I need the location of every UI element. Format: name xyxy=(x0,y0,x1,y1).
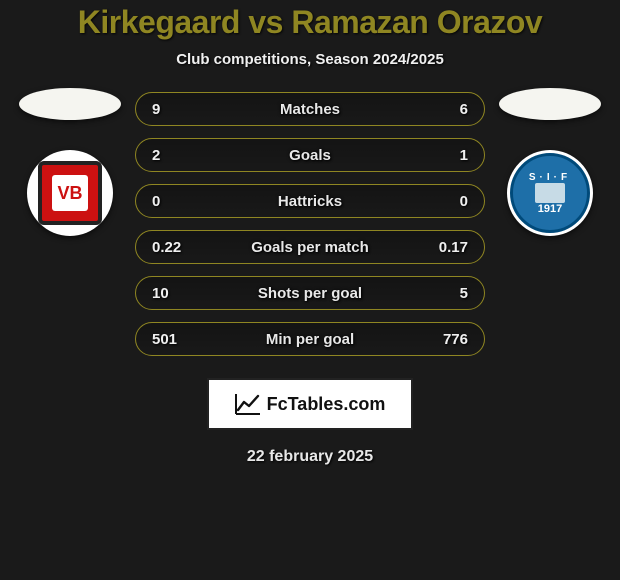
stat-right-value: 5 xyxy=(434,285,468,302)
stat-label: Hattricks xyxy=(136,193,484,210)
stat-row: 0.22Goals per match0.17 xyxy=(135,230,485,264)
stat-left-value: 10 xyxy=(152,285,186,302)
left-club-badge xyxy=(27,150,113,236)
stat-row: 0Hattricks0 xyxy=(135,184,485,218)
stat-label: Shots per goal xyxy=(136,285,484,302)
left-player-col xyxy=(15,88,125,236)
right-badge-top-text: S·I·F xyxy=(529,172,571,183)
right-club-badge-inner: S·I·F 1917 xyxy=(510,153,590,233)
stat-right-value: 0 xyxy=(434,193,468,210)
date-line: 22 february 2025 xyxy=(0,448,620,466)
stat-left-value: 9 xyxy=(152,101,186,118)
stat-left-value: 501 xyxy=(152,331,186,348)
main-row: 9Matches62Goals10Hattricks00.22Goals per… xyxy=(0,88,620,356)
page-title: Kirkegaard vs Ramazan Orazov xyxy=(0,4,620,41)
page-container: Kirkegaard vs Ramazan Orazov Club compet… xyxy=(0,0,620,466)
stat-right-value: 6 xyxy=(434,101,468,118)
stat-row: 501Min per goal776 xyxy=(135,322,485,356)
right-player-col: S·I·F 1917 xyxy=(495,88,605,236)
branding-box: FcTables.com xyxy=(207,378,413,430)
stat-row: 10Shots per goal5 xyxy=(135,276,485,310)
left-club-badge-inner xyxy=(38,161,102,225)
right-badge-year: 1917 xyxy=(538,203,562,215)
stat-label: Goals per match xyxy=(136,239,484,256)
stat-label: Min per goal xyxy=(136,331,484,348)
stat-label: Matches xyxy=(136,101,484,118)
right-player-photo xyxy=(499,88,601,120)
chart-icon xyxy=(235,393,261,415)
right-badge-crown-icon xyxy=(535,183,565,203)
stat-left-value: 2 xyxy=(152,147,186,164)
stat-row: 2Goals1 xyxy=(135,138,485,172)
stat-right-value: 776 xyxy=(434,331,468,348)
stat-label: Goals xyxy=(136,147,484,164)
branding-label: FcTables.com xyxy=(267,394,386,415)
stat-right-value: 0.17 xyxy=(434,239,468,256)
stat-left-value: 0 xyxy=(152,193,186,210)
page-subtitle: Club competitions, Season 2024/2025 xyxy=(0,51,620,68)
stat-row: 9Matches6 xyxy=(135,92,485,126)
stats-panel: 9Matches62Goals10Hattricks00.22Goals per… xyxy=(135,88,485,356)
stat-left-value: 0.22 xyxy=(152,239,186,256)
right-club-badge: S·I·F 1917 xyxy=(507,150,593,236)
left-player-photo xyxy=(19,88,121,120)
stat-right-value: 1 xyxy=(434,147,468,164)
